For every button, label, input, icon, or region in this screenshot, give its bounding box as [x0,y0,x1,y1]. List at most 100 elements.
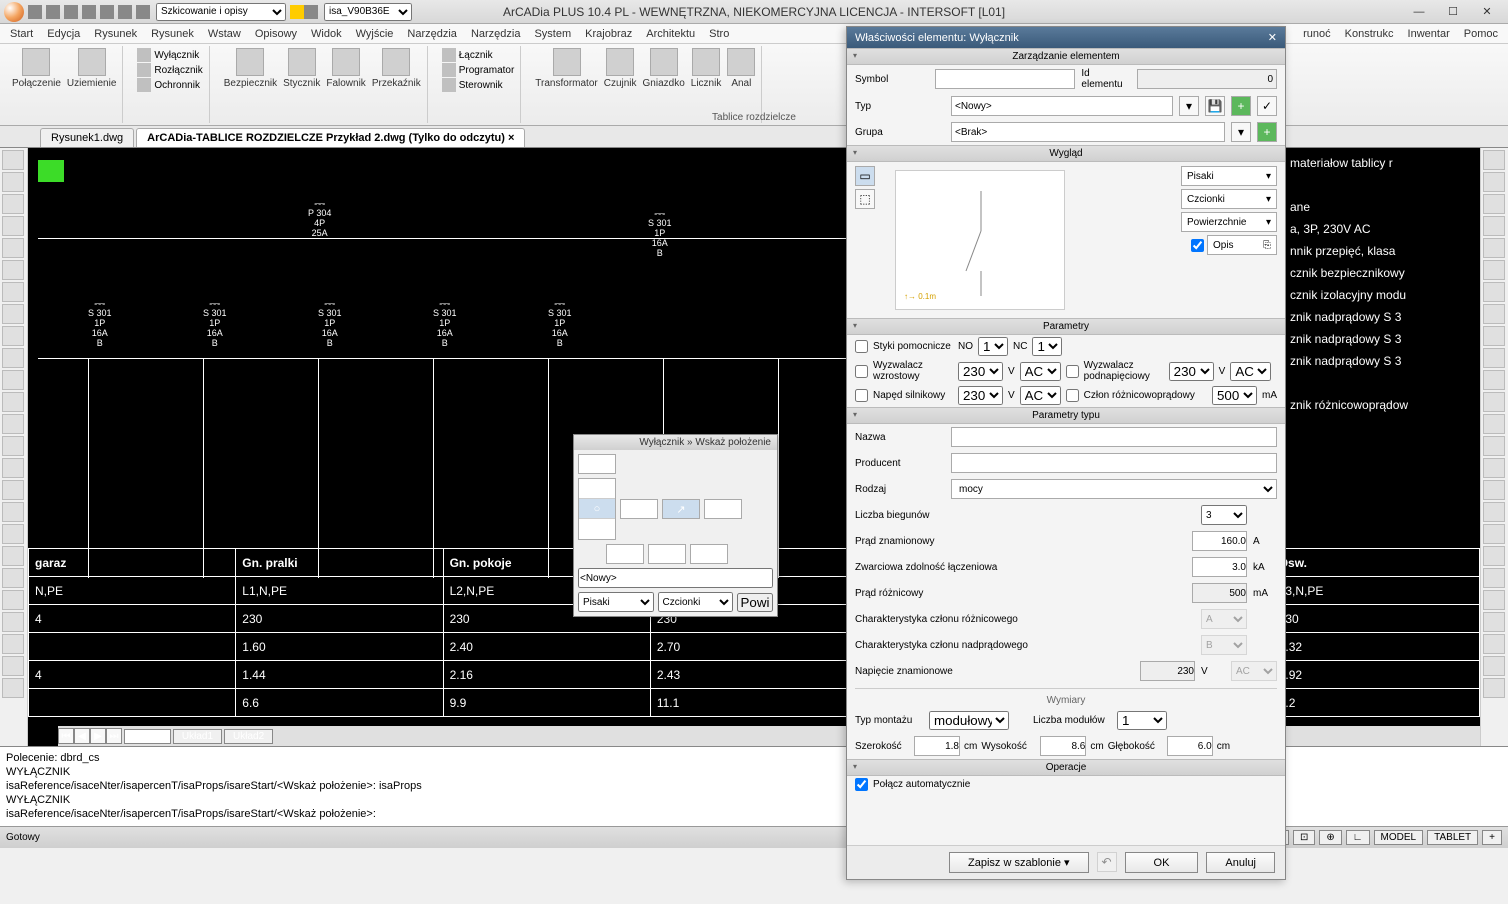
ribbon-falownik[interactable]: Falownik [326,48,365,89]
align-top-button[interactable]: ○ [579,479,615,499]
tool-btn[interactable] [1483,502,1505,522]
schematic-component[interactable]: ⎓S 3011P16AB [318,298,342,348]
menu-pomoc[interactable]: Pomoc [1458,26,1504,42]
symbol-input[interactable] [935,69,1075,89]
schematic-component[interactable]: ⎓S 3011P16AB [88,298,112,348]
tool-btn[interactable] [1483,524,1505,544]
qat-icon[interactable] [118,5,132,19]
tool-btn[interactable] [2,150,24,170]
menu-rysunek[interactable]: Rysunek [88,26,143,42]
insert-opt-button[interactable]: ▭ [620,499,658,519]
align-mid-button[interactable]: ○ [579,499,615,519]
zapisz-button[interactable]: Zapisz w szablonie ▾ [949,852,1089,873]
schematic-component[interactable]: ⎓S 3011P16AB [648,208,672,258]
ribbon-wylacznik[interactable]: Wyłącznik [137,48,202,62]
qat-icon[interactable] [46,5,60,19]
tool-btn[interactable] [2,590,24,610]
menu-narzedzia[interactable]: Narzędzia [401,26,463,42]
prop-close-button[interactable]: ✕ [1268,31,1277,44]
ribbon-czujnik[interactable]: Czujnik [604,48,637,89]
minimize-button[interactable]: — [1402,1,1436,23]
tool-btn[interactable] [2,392,24,412]
polacz-checkbox[interactable] [855,778,868,791]
tool-btn[interactable] [1483,304,1505,324]
close-icon[interactable]: × [508,132,514,144]
naped-checkbox[interactable] [855,389,868,402]
tab-uklad1[interactable]: Układ1 [173,729,222,744]
tool-btn[interactable] [2,414,24,434]
wyw-pn-v-select[interactable]: 230 [1169,362,1214,381]
ribbon-anal[interactable]: Anal [727,48,755,89]
menu-start[interactable]: Start [4,26,39,42]
wyzwalacz-wz-checkbox[interactable] [855,365,868,378]
menu-rysunek2[interactable]: Rysunek [145,26,200,42]
tool-btn[interactable] [2,436,24,456]
ribbon-gniazdko[interactable]: Gniazdko [643,48,685,89]
grupa-input[interactable] [951,122,1225,142]
typ-check-button[interactable]: ✓ [1257,96,1277,116]
tool-btn[interactable] [1483,260,1505,280]
no-select[interactable]: 1 [978,337,1008,356]
ribbon-przekaznik[interactable]: Przekaźnik [372,48,421,89]
tool-btn[interactable] [2,260,24,280]
tool-btn[interactable] [2,546,24,566]
insert-opt-button[interactable]: ↙ [606,544,644,564]
ribbon-rozlacznik[interactable]: Rozłącznik [137,63,202,77]
doc-tab-2[interactable]: ArCADia-TABLICE ROZDZIELCZE Przykład 2.d… [136,128,525,147]
status-snap-icon[interactable]: ∟ [1346,830,1370,845]
insert-opt-button[interactable]: ↘ [704,499,742,519]
tool-btn[interactable] [2,304,24,324]
insert-opt-button[interactable]: ↗ [662,499,700,519]
nav-first-button[interactable]: ⏮ [58,728,74,744]
prad-input[interactable] [1192,531,1247,551]
mode-combo[interactable]: Szkicowanie i opisy [156,3,286,21]
tool-btn[interactable] [2,678,24,698]
typ-mont-select[interactable]: modułowy [929,711,1009,730]
naped-ac-select[interactable]: AC [1020,386,1061,405]
menu-wstaw[interactable]: Wstaw [202,26,247,42]
menu-wyjscie[interactable]: Wyjście [350,26,400,42]
tool-btn[interactable] [1483,348,1505,368]
insert-czcionki-combo[interactable]: Czcionki [658,592,734,612]
czcionki-combo[interactable]: Czcionki▾ [1181,189,1277,209]
tool-btn[interactable] [2,172,24,192]
schematic-component[interactable]: ⎓P 3044P25A [308,198,331,238]
licz-mod-select[interactable]: 1 [1117,711,1167,730]
layer-combo[interactable]: isa_V90B36E [324,3,412,21]
ribbon-programator[interactable]: Programator [442,63,515,77]
nazwa-input[interactable] [951,427,1277,447]
insert-powi-button[interactable]: Powi [737,593,773,612]
typ-save-button[interactable]: 💾 [1205,96,1225,116]
tool-btn[interactable] [1483,172,1505,192]
tool-btn[interactable] [1483,282,1505,302]
qat-icon[interactable] [28,5,42,19]
wyw-wz-ac-select[interactable]: AC [1020,362,1061,381]
schematic-component[interactable]: ⎓S 3011P16AB [548,298,572,348]
ribbon-licznik[interactable]: Licznik [691,48,722,89]
status-snap-icon[interactable]: + [1482,830,1502,845]
zwarc-input[interactable] [1192,557,1247,577]
tool-btn[interactable] [1483,326,1505,346]
menu-krajobraz[interactable]: Krajobraz [579,26,638,42]
bulb-icon[interactable] [290,5,304,19]
szer-input[interactable] [914,736,960,756]
tool-btn[interactable] [1483,458,1505,478]
opis-button[interactable]: Opis⎘ [1207,235,1277,255]
qat-icon[interactable] [100,5,114,19]
tool-btn[interactable] [1483,480,1505,500]
tool-btn[interactable] [1483,392,1505,412]
ribbon-ochronnik[interactable]: Ochronnik [137,78,202,92]
menu-opisowy[interactable]: Opisowy [249,26,303,42]
tool-btn[interactable] [1483,194,1505,214]
tool-btn[interactable] [1483,238,1505,258]
opis-checkbox[interactable] [1191,239,1204,252]
ribbon-transformator[interactable]: Transformator [535,48,597,89]
tool-btn[interactable] [2,194,24,214]
grupa-drop-button[interactable]: ▾ [1231,122,1251,142]
czlon-v-select[interactable]: 500 [1212,386,1257,405]
status-model[interactable]: MODEL [1374,830,1424,845]
ribbon-bezpiecznik[interactable]: Bezpiecznik [224,48,277,89]
tab-model[interactable]: Model [124,729,171,744]
menu-system[interactable]: System [528,26,577,42]
tool-btn[interactable] [1483,590,1505,610]
